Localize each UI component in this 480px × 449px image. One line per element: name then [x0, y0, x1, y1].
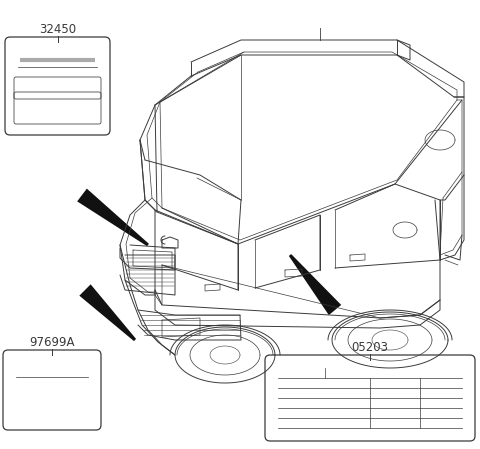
Text: 32450: 32450	[39, 23, 76, 36]
Text: 05203: 05203	[351, 341, 388, 354]
Polygon shape	[77, 189, 149, 246]
Polygon shape	[79, 284, 136, 341]
Polygon shape	[289, 254, 341, 315]
Text: 97699A: 97699A	[29, 336, 75, 349]
